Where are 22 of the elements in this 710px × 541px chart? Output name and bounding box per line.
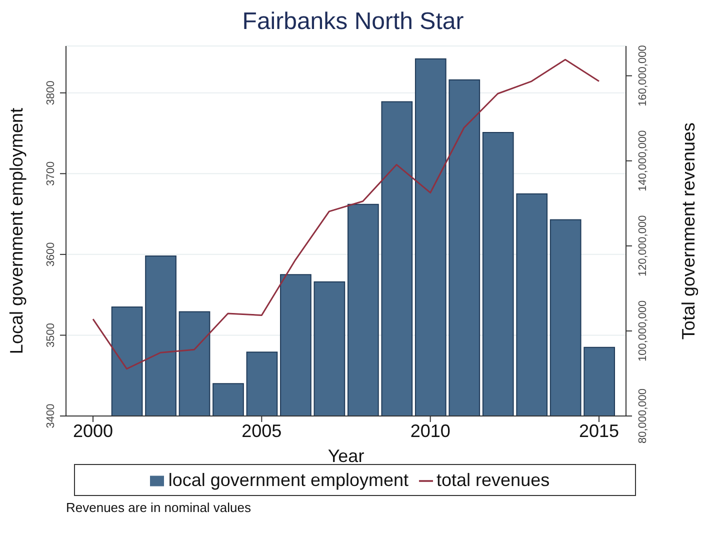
y-tick-label: 3800 <box>45 80 57 106</box>
chart-title: Fairbanks North Star <box>241 8 465 37</box>
x-tick-label: 2000 <box>72 420 114 441</box>
y-axis-title: Local government employment <box>6 108 26 354</box>
y-tick-label: 3600 <box>45 242 57 267</box>
y-tick-label: 3400 <box>45 404 57 428</box>
x-tick-label: 2010 <box>410 420 450 441</box>
y2-tick-label: 100,000,000 <box>637 300 649 362</box>
x-tick-label: 2015 <box>578 420 620 441</box>
y2-tick-label: 80,000,000 <box>637 388 649 444</box>
y2-tick-label: 160,000,000 <box>637 45 649 106</box>
legend-label: total revenues <box>436 470 550 490</box>
x-axis-title: Year <box>328 446 364 466</box>
y-tick-label: 3700 <box>45 161 57 186</box>
text: Revenues are in nominal values <box>66 500 252 515</box>
y-tick-label: 3500 <box>45 322 57 348</box>
legend-label: local government employment <box>168 470 409 490</box>
y2-tick-label: 140,000,000 <box>637 130 649 192</box>
x-tick-label: 2005 <box>242 420 282 441</box>
y2-axis-title: Total government revenues <box>678 122 698 340</box>
line-series <box>92 58 600 370</box>
y2-tick-label: 120,000,000 <box>637 215 649 276</box>
